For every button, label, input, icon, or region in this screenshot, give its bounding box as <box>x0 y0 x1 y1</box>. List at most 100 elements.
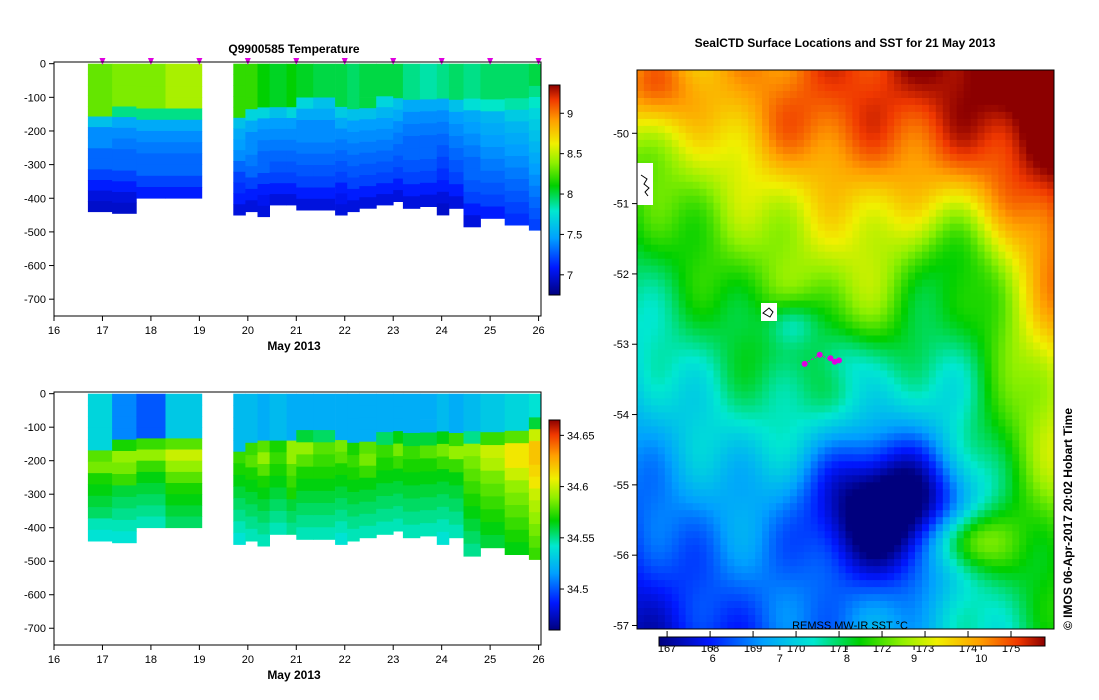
sst-cell <box>734 489 742 497</box>
sst-cell <box>720 384 728 392</box>
sst-cell <box>935 447 944 455</box>
sal-cell <box>393 518 404 532</box>
sst-cell <box>922 118 930 127</box>
sst-cell <box>949 181 958 190</box>
sst-cell <box>1012 167 1020 176</box>
sst-cell <box>643 216 652 225</box>
sst-cell <box>748 314 756 323</box>
sst-cell <box>1019 391 1027 399</box>
temp-cell <box>245 132 258 144</box>
sst-cell <box>657 566 666 574</box>
sst-cell <box>831 202 839 211</box>
sst-cell <box>727 405 735 413</box>
sst-cell <box>650 426 659 434</box>
sst-cell <box>935 349 944 357</box>
sst-cell <box>915 307 923 316</box>
sst-cell <box>678 398 687 406</box>
sst-cell <box>720 251 728 260</box>
sst-cell <box>859 482 867 490</box>
sst-cell <box>657 545 666 553</box>
sst-cell <box>984 321 992 330</box>
sst-cell <box>942 139 951 148</box>
sst-cell <box>706 531 714 539</box>
sst-cell <box>706 405 714 413</box>
sst-cell <box>637 272 645 281</box>
sst-cell <box>741 419 749 427</box>
sst-cell <box>706 160 714 169</box>
sst-cell <box>769 482 777 490</box>
sst-cell <box>671 370 680 378</box>
sst-cell <box>859 132 867 141</box>
sst-cell <box>935 111 944 120</box>
sst-cell <box>782 258 791 267</box>
sst-cell <box>643 265 652 274</box>
sst-cell <box>706 496 714 504</box>
sst-cell <box>866 335 874 343</box>
sst-cell <box>894 321 902 330</box>
sst-cell <box>706 384 714 392</box>
sst-cell <box>637 426 645 434</box>
sst-cell <box>685 321 693 330</box>
sst-cell <box>685 209 693 218</box>
sst-cell <box>678 188 687 197</box>
sst-cell <box>956 272 965 281</box>
sst-cell <box>977 510 985 518</box>
sst-cell <box>657 482 666 490</box>
sst-cell <box>734 139 742 148</box>
sst-cell <box>782 559 791 567</box>
sst-cell <box>1005 538 1013 546</box>
sal-cell <box>136 494 166 506</box>
sst-cell <box>942 363 951 371</box>
sst-cell <box>720 258 728 267</box>
sst-cell <box>734 384 742 392</box>
sst-cell <box>922 300 930 309</box>
sst-cell <box>678 363 687 371</box>
sst-cell <box>894 405 902 413</box>
sst-cell <box>915 433 923 441</box>
sst-cell <box>1047 146 1054 155</box>
sst-cell <box>901 559 909 567</box>
sst-cell <box>852 160 860 169</box>
sst-cell <box>762 321 770 330</box>
temp-cell <box>436 110 450 123</box>
sst-cell <box>782 118 791 127</box>
sst-cell <box>1026 125 1034 134</box>
sst-cell <box>650 139 659 148</box>
sst-cell <box>713 461 721 469</box>
sst-cell <box>1033 335 1041 343</box>
sst-cell <box>755 230 763 239</box>
sal-cell <box>448 485 464 499</box>
sst-cell <box>678 209 687 218</box>
sst-cell <box>776 153 784 162</box>
sst-cell <box>650 251 659 260</box>
sst-cell <box>762 244 770 253</box>
sal-cell <box>136 416 166 428</box>
sst-cell <box>727 447 735 455</box>
sst-cell <box>866 517 874 525</box>
sst-cell <box>922 230 930 239</box>
sst-cell <box>859 447 867 455</box>
sst-cell <box>922 342 930 350</box>
sst-cell <box>1033 328 1041 336</box>
sst-cell <box>984 370 992 378</box>
sst-cell <box>657 70 666 78</box>
sst-cell <box>741 244 749 253</box>
sst-cell <box>720 216 728 225</box>
sst-cell <box>637 377 645 385</box>
sst-cell <box>998 426 1006 434</box>
sst-cell <box>1026 132 1034 141</box>
temp-cell <box>286 85 297 97</box>
sst-cell <box>713 139 721 148</box>
sst-cell <box>1005 209 1013 218</box>
sst-cell <box>657 349 666 357</box>
sst-cell <box>803 167 812 176</box>
sst-cell <box>637 216 645 225</box>
sst-cell <box>776 286 784 295</box>
sst-cell <box>741 286 749 295</box>
sst-cell <box>852 146 860 155</box>
temp-cell <box>448 124 464 137</box>
sst-cell <box>789 335 798 343</box>
sst-cell <box>859 195 867 204</box>
sst-cell <box>970 139 978 148</box>
sst-cell <box>915 426 923 434</box>
